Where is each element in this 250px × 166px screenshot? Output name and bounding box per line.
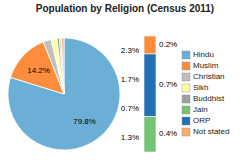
legend-label: Sikh: [193, 83, 209, 92]
legend-swatch: [182, 95, 190, 103]
legend-swatch: [182, 62, 190, 70]
legend-item: Hindu: [182, 50, 214, 59]
legend-label: Buddhist: [193, 94, 225, 103]
legend-label: Jain: [193, 105, 208, 114]
legend-label: Hindu: [193, 50, 214, 59]
side-label: 1.7%: [121, 75, 139, 84]
legend-item: Sikh: [182, 83, 209, 92]
legend-item: Not stated: [182, 127, 229, 136]
side-label: 0.7%: [121, 104, 139, 113]
pie-slice: [59, 38, 64, 94]
legend-item: Christian: [182, 72, 225, 81]
legend-item: Muslim: [182, 61, 219, 70]
legend-label: Muslim: [193, 61, 219, 70]
legend-swatch: [182, 117, 190, 125]
pie-slice: [62, 38, 64, 94]
legend-item: Buddhist: [182, 94, 225, 103]
pie-slice: [51, 38, 64, 94]
data-label: 14.2%: [27, 66, 50, 75]
data-label: 0.4%: [159, 129, 177, 138]
legend-label: ORP: [193, 116, 210, 125]
legend-item: Jain: [182, 105, 208, 114]
pie-slice: [57, 38, 64, 94]
title: Population by Religion (Census 2011): [36, 3, 214, 14]
legend-swatch: [182, 106, 190, 114]
bar-segment: [144, 54, 156, 116]
legend-item: ORP: [182, 116, 210, 125]
bar-plot: [144, 36, 156, 152]
bar-segment: [144, 116, 156, 152]
data-label: 0.7%: [159, 80, 177, 89]
chart-svg: Population by Religion (Census 2011) 79.8…: [0, 0, 250, 166]
legend-label: Christian: [193, 72, 225, 81]
pie: 79.8% 14.2%: [8, 38, 120, 150]
side-label: 1.3%: [121, 133, 139, 142]
legend-swatch: [182, 51, 190, 59]
data-label: 79.8%: [73, 117, 96, 126]
chart-container: Population by Religion (Census 2011) 79.8…: [0, 0, 250, 166]
bar-segment: [144, 36, 156, 54]
pie-slice: [61, 38, 64, 94]
pie-slice: [8, 38, 120, 150]
side-label: 2.3%: [121, 46, 139, 55]
legend-swatch: [182, 73, 190, 81]
data-label: 0.2%: [159, 40, 177, 49]
legend-swatch: [182, 84, 190, 92]
legend-swatch: [182, 128, 190, 136]
legend-label: Not stated: [193, 127, 229, 136]
legend: Hindu Muslim Christian Sikh Buddhist Jain ORP N…: [182, 50, 229, 136]
